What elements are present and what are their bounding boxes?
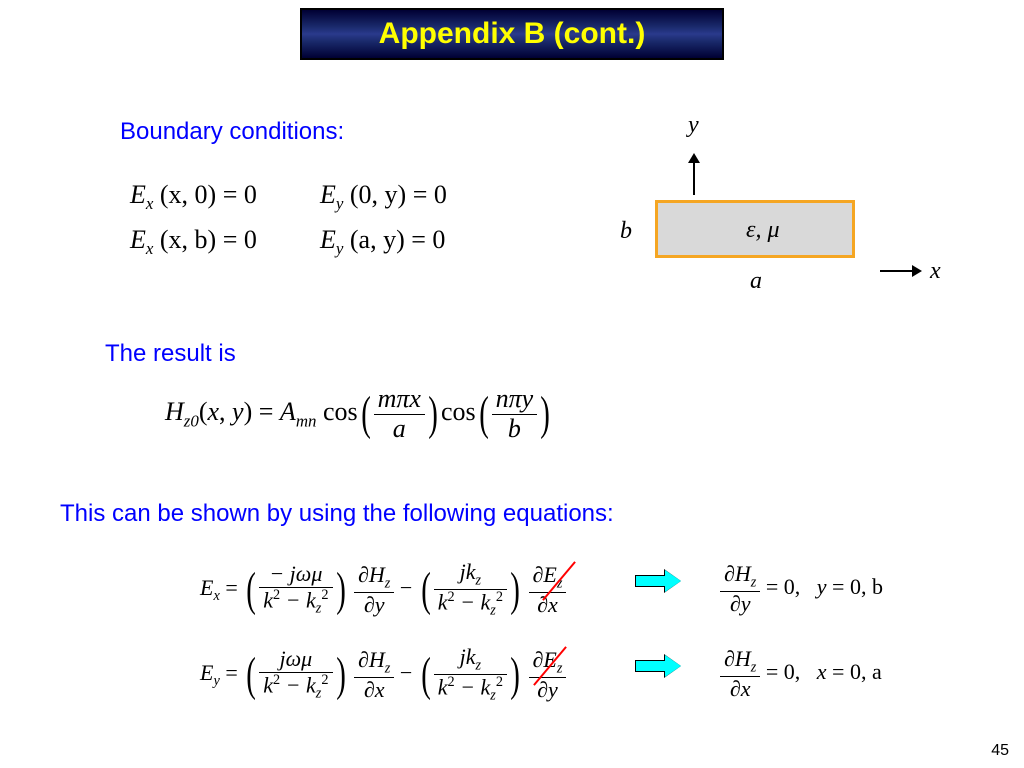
eq-bc-4: Ey (a, y) = 0 — [320, 225, 445, 259]
eq-result-2: ∂Hz∂x = 0, x = 0, a — [720, 647, 882, 701]
waveguide-diagram: y ε, μ b a x — [600, 120, 940, 320]
eq-bc-3: Ex (x, b) = 0 — [130, 225, 257, 259]
implies-arrow-2 — [635, 655, 683, 677]
page-number: 45 — [991, 742, 1009, 760]
y-axis-label: y — [688, 112, 699, 139]
y-axis-arrow — [693, 155, 695, 195]
b-label: b — [620, 218, 632, 245]
waveguide-box: ε, μ — [655, 200, 855, 258]
eps-mu-label: ε, μ — [746, 217, 780, 244]
x-axis-label: x — [930, 258, 941, 285]
eq-ex: Ex = (− jωμk2 − kz2) ∂Hz∂y − (jkzk2 − kz… — [200, 560, 566, 620]
implies-arrow-1 — [635, 570, 683, 592]
heading-result: The result is — [105, 340, 236, 368]
eq-result-1: ∂Hz∂y = 0, y = 0, b — [720, 562, 883, 616]
heading-boundary-conditions: Boundary conditions: — [120, 118, 344, 146]
a-label: a — [750, 268, 762, 295]
heading-shown: This can be shown by using the following… — [60, 500, 614, 528]
x-axis-arrow — [880, 270, 920, 272]
eq-bc-1: Ex (x, 0) = 0 — [130, 180, 257, 214]
eq-result: Hz0(x, y) = Amn cos(mπxa)cos(nπyb) — [165, 385, 553, 443]
slide-title-bar: Appendix B (cont.) — [300, 8, 724, 60]
slide-title: Appendix B (cont.) — [379, 17, 646, 51]
eq-bc-2: Ey (0, y) = 0 — [320, 180, 447, 214]
eq-ey: Ey = (jωμk2 − kz2) ∂Hz∂x − (jkzk2 − kz2)… — [200, 645, 566, 705]
